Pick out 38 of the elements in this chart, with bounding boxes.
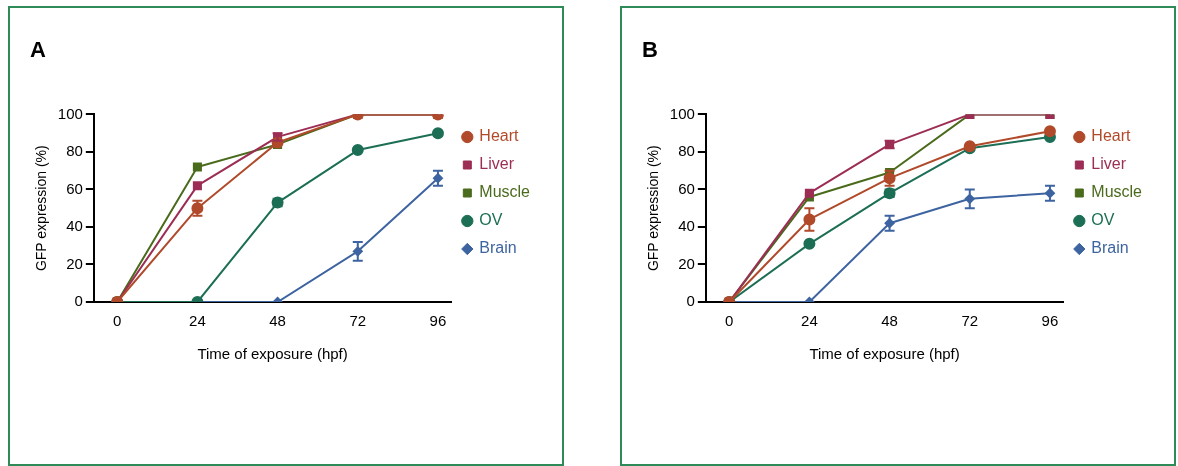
x-tick-label: 96 — [429, 312, 447, 330]
y-tick-label: 100 — [57, 104, 83, 122]
x-axis-title: Time of exposure (hpf) — [809, 345, 960, 363]
chart-title: B — [642, 37, 658, 63]
x-tick-label: 24 — [189, 312, 206, 330]
y-tick-label: 20 — [66, 254, 83, 272]
legend-label: OV — [479, 211, 503, 229]
x-tick-label: 0 — [113, 312, 122, 330]
legend-label: Liver — [1091, 155, 1127, 173]
y-tick-label: 40 — [66, 217, 83, 235]
legend-label: Brain — [479, 239, 517, 257]
x-tick-label: 24 — [801, 312, 818, 330]
x-tick-label: 48 — [269, 312, 286, 330]
x-tick-label: 48 — [881, 312, 898, 330]
chart-title: A — [30, 37, 46, 63]
legend-label: Muscle — [1091, 183, 1143, 201]
y-tick-label: 60 — [678, 179, 695, 197]
legend-label: OV — [1091, 211, 1115, 229]
x-tick-label: 72 — [961, 312, 979, 330]
legend-label: Liver — [479, 155, 515, 173]
x-tick-label: 96 — [1041, 312, 1059, 330]
y-tick-label: 0 — [686, 292, 695, 310]
x-axis-title: Time of exposure (hpf) — [197, 345, 348, 363]
y-tick-label: 100 — [669, 104, 695, 122]
x-tick-label: 72 — [349, 312, 367, 330]
y-tick-label: 80 — [66, 142, 83, 160]
y-tick-label: 60 — [66, 179, 83, 197]
legend-label: Heart — [1091, 127, 1131, 145]
legend-label: Brain — [1091, 239, 1129, 257]
x-tick-label: 0 — [725, 312, 734, 330]
y-tick-label: 40 — [678, 217, 695, 235]
y-axis-title: GFP expression (%) — [33, 145, 50, 272]
legend-label: Muscle — [479, 183, 531, 201]
y-tick-label: 0 — [74, 292, 83, 310]
legend-label: Heart — [479, 127, 519, 145]
y-axis-title: GFP expression (%) — [645, 145, 662, 272]
y-tick-label: 20 — [678, 254, 695, 272]
y-tick-label: 80 — [678, 142, 695, 160]
